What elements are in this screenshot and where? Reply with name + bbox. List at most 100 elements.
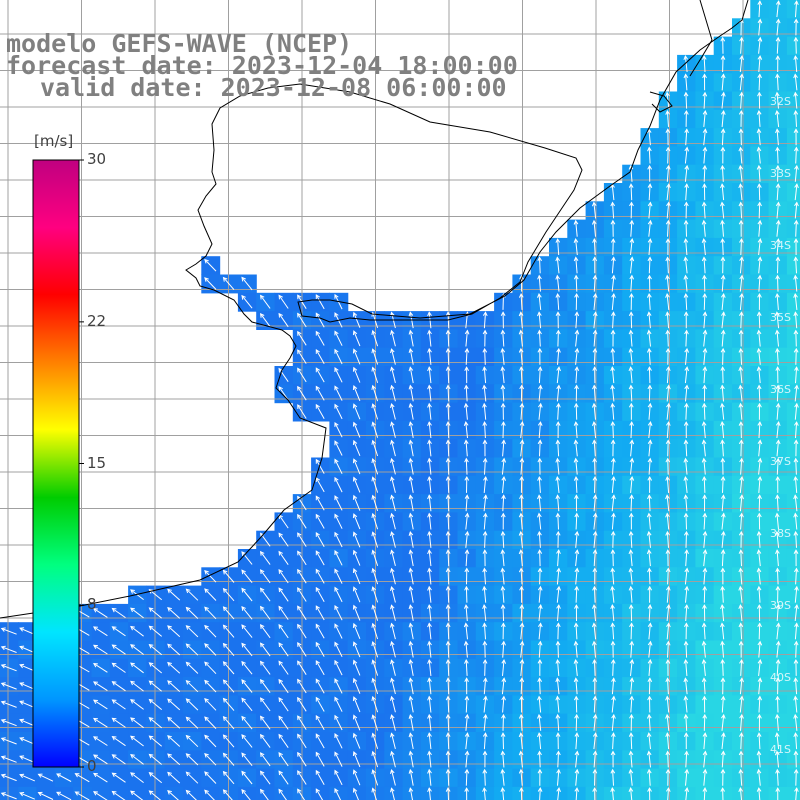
wind-arrow (775, 549, 780, 567)
wind-arrow (537, 512, 542, 530)
wind-arrow (408, 457, 414, 475)
wind-arrow (757, 713, 762, 731)
wind-arrow (519, 622, 525, 640)
wind-arrow (775, 713, 780, 731)
wind-arrow (427, 658, 432, 676)
wind-arrow (111, 626, 126, 637)
wind-arrow (628, 183, 634, 201)
wind-arrow (297, 678, 307, 694)
wind-arrow (591, 640, 597, 658)
wind-arrow (610, 585, 615, 603)
wind-arrow (259, 660, 271, 675)
wind-arrow (555, 421, 561, 439)
wind-arrow (111, 644, 126, 655)
wind-arrow (93, 736, 108, 746)
wind-arrow (371, 695, 379, 713)
wind-arrow (573, 622, 579, 640)
wind-arrow (148, 735, 163, 747)
wind-arrow (720, 494, 726, 512)
wind-arrow (537, 402, 543, 420)
wind-arrow (204, 771, 217, 784)
wind-arrow (297, 513, 307, 529)
wind-arrow (739, 238, 744, 256)
sea-cell (347, 786, 367, 800)
wind-arrow (537, 768, 543, 786)
wind-arrow (185, 588, 199, 601)
sea-cell (786, 549, 800, 568)
wind-arrow (775, 256, 781, 274)
wind-arrow (501, 494, 506, 512)
wind-arrow (794, 366, 799, 384)
wind-arrow (665, 567, 671, 585)
wind-arrow (793, 567, 799, 585)
wind-arrow (482, 658, 488, 676)
wind-arrow (297, 568, 307, 584)
wind-arrow (241, 294, 253, 309)
wind-arrow (555, 732, 561, 750)
wind-arrow (720, 347, 726, 365)
wind-arrow (793, 494, 798, 512)
wind-arrow (408, 713, 414, 731)
wind-arrow (738, 384, 744, 402)
wind-arrow (445, 750, 451, 768)
sea-cell (786, 73, 800, 93)
wind-arrow (278, 678, 289, 694)
wind-arrow (592, 457, 598, 475)
wind-arrow (518, 768, 524, 786)
lat-label: 40S (770, 671, 791, 684)
wind-arrow (757, 640, 763, 658)
wind-arrow (556, 768, 561, 786)
wind-arrow (259, 788, 269, 800)
wind-arrow (222, 569, 235, 583)
wind-arrow (241, 697, 253, 712)
wind-arrow (259, 569, 271, 584)
wind-arrow (408, 402, 414, 420)
wind-arrow (793, 512, 798, 530)
wind-arrow (0, 700, 17, 708)
wind-arrow (482, 311, 488, 329)
sea-cell (786, 640, 800, 660)
wind-arrow (757, 55, 763, 73)
wind-arrow (702, 384, 707, 402)
wind-arrow (610, 787, 615, 800)
wind-arrow (610, 658, 616, 676)
wind-arrow (445, 329, 451, 347)
wind-arrow (445, 695, 451, 713)
wind-arrow (775, 18, 781, 36)
wind-arrow (738, 347, 744, 365)
wind-arrow (148, 698, 163, 710)
wind-arrow (775, 292, 780, 310)
wind-arrow (352, 385, 361, 402)
colorbar-tick-label: 15 (87, 453, 107, 472)
wind-arrow (204, 277, 217, 290)
wind-arrow (519, 585, 524, 603)
wind-arrow (537, 658, 543, 676)
lat-label: 35S (770, 311, 791, 324)
wind-arrow (738, 585, 744, 603)
wind-arrow (482, 457, 488, 475)
wind-arrow (665, 256, 671, 274)
wind-arrow (665, 494, 670, 512)
wind-arrow (297, 349, 307, 364)
wind-arrow (738, 421, 744, 439)
wind-arrow (738, 567, 744, 585)
wind-arrow (738, 402, 744, 420)
wind-arrow (738, 201, 744, 219)
wind-arrow (501, 695, 506, 713)
wind-arrow (720, 732, 726, 750)
wind-arrow (757, 475, 763, 493)
wind-arrow (371, 512, 379, 530)
wind-arrow (371, 421, 379, 438)
wind-arrow (390, 476, 396, 493)
wind-arrow (647, 567, 652, 585)
wind-arrow (702, 787, 708, 800)
sea-cell (786, 622, 800, 642)
wind-arrow (482, 384, 487, 402)
wind-arrow (757, 91, 762, 109)
wind-arrow (683, 421, 689, 439)
wind-arrow (111, 662, 126, 673)
wind-arrow (739, 658, 744, 676)
wind-arrow (628, 549, 634, 567)
